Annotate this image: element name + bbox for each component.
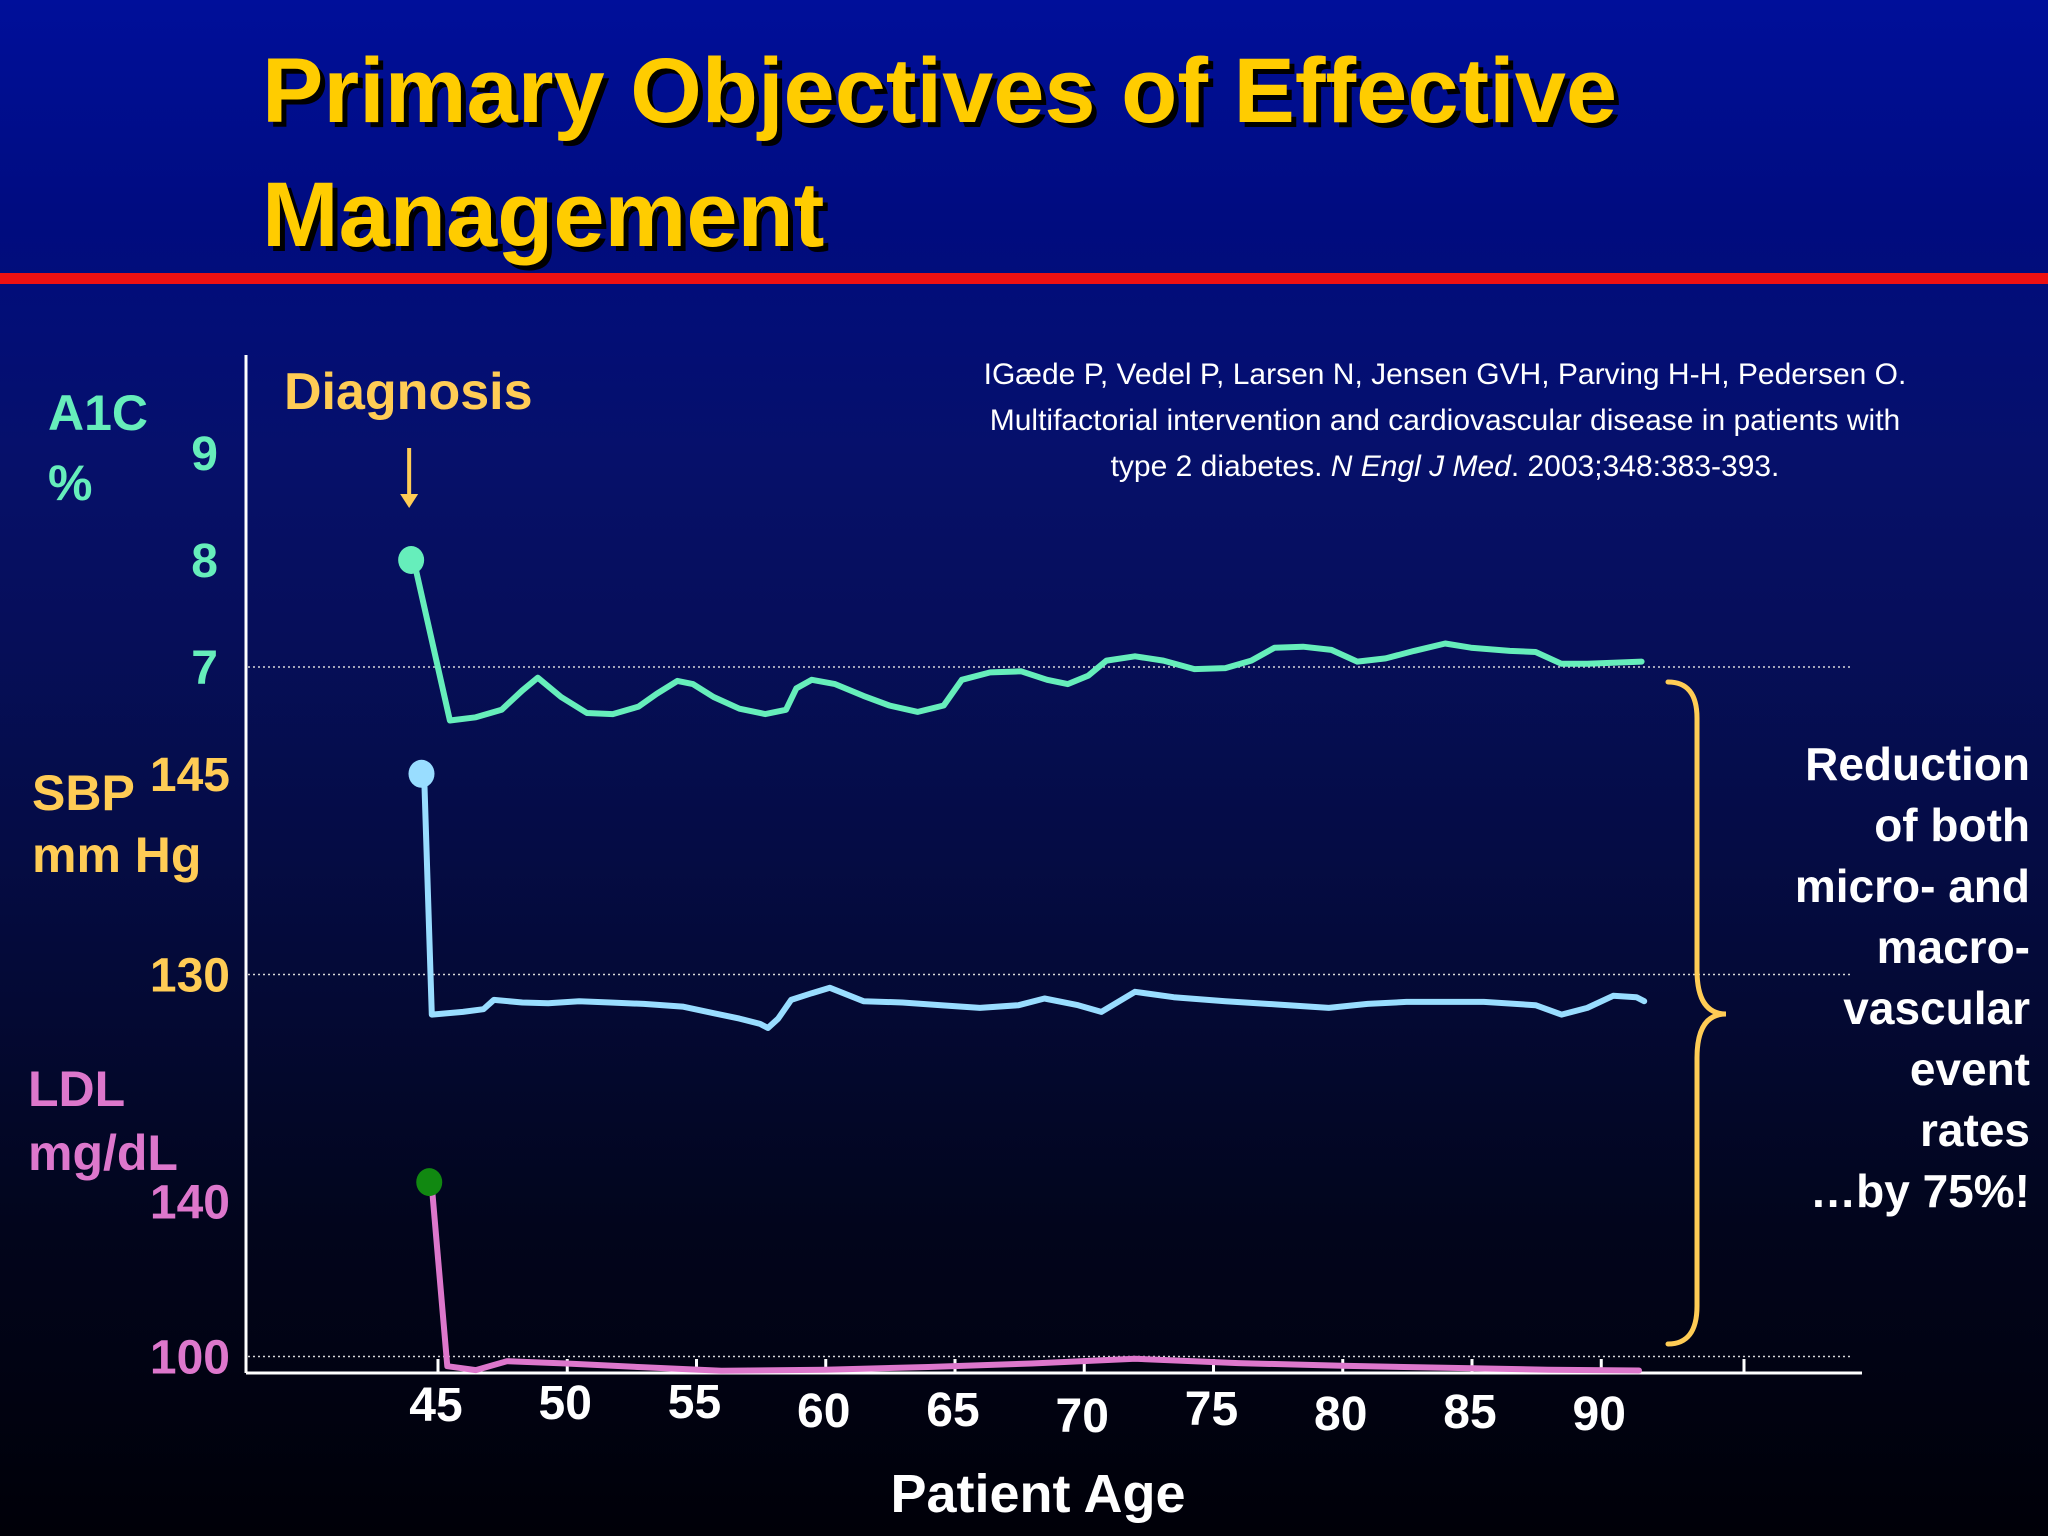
y-axis-title: % <box>48 455 92 511</box>
diagnosis-label: Diagnosis <box>284 363 533 421</box>
y-axis-title: SBP <box>32 765 135 821</box>
citation-line-2: Multifactorial intervention and cardiova… <box>989 404 1901 437</box>
series-line-sbp <box>421 770 1648 1031</box>
x-tick-label: 55 <box>668 1376 721 1429</box>
y-tick-label: 7 <box>191 642 218 695</box>
y-axis-title: mg/dL <box>28 1125 178 1181</box>
start-marker-a1c <box>398 546 425 574</box>
y-axis-title: LDL <box>28 1061 125 1117</box>
series-line-a1c <box>410 557 1645 724</box>
reduction-line: rates <box>1920 1104 2030 1156</box>
x-tick-label: 65 <box>926 1384 979 1437</box>
x-tick-label: 80 <box>1314 1388 1367 1441</box>
reduction-callout: Reduction of both micro- and macro- vasc… <box>1680 734 2030 1222</box>
start-marker-ldl <box>416 1168 443 1197</box>
start-marker-sbp <box>408 759 435 788</box>
x-tick-label: 50 <box>539 1377 592 1430</box>
citation-journal: N Engl J Med <box>1330 450 1511 483</box>
slide-title-line-1: Primary Objectives of Effective <box>262 40 1618 142</box>
diagnosis-arrow-head <box>400 494 419 508</box>
reduction-line: of both <box>1874 799 2030 851</box>
title-divider <box>0 273 2048 284</box>
y-tick-label: 8 <box>191 535 218 588</box>
y-axis-title: mm Hg <box>32 827 201 883</box>
reference-lines <box>248 666 1852 1358</box>
y-tick-label: 100 <box>150 1332 230 1385</box>
x-tick-label: 75 <box>1185 1383 1238 1436</box>
y-tick-label: 130 <box>150 949 230 1002</box>
y-tick-label: 145 <box>150 749 230 802</box>
citation: IGæde P, Vedel P, Larsen N, Jensen GVH, … <box>860 352 2030 490</box>
grouping-brace <box>1665 679 1727 1347</box>
reduction-line: micro- and <box>1794 860 2030 912</box>
y-tick-label: 140 <box>150 1177 230 1230</box>
axes <box>244 355 1862 1375</box>
slide-title-line-2: Management <box>262 164 825 266</box>
citation-text: type 2 diabetes. <box>1110 450 1331 483</box>
x-tick-label: 60 <box>797 1385 850 1438</box>
x-tick-label: 85 <box>1443 1386 1496 1439</box>
series <box>410 557 1648 1374</box>
x-tick-label: 70 <box>1056 1390 1109 1443</box>
x-axis-title: Patient Age <box>890 1464 1185 1524</box>
y-axis-title: A1C <box>48 385 148 441</box>
x-tick-label: 45 <box>409 1379 462 1432</box>
citation-volume: . 2003;348:383-393. <box>1510 450 1780 483</box>
reduction-line: macro- <box>1876 921 2030 973</box>
reduction-line: vascular <box>1843 982 2030 1034</box>
reduction-line: Reduction <box>1805 738 2030 790</box>
y-tick-label: 9 <box>191 428 218 481</box>
x-tick-label: 90 <box>1573 1388 1626 1441</box>
citation-line-1: IGæde P, Vedel P, Larsen N, Jensen GVH, … <box>983 358 1907 391</box>
x-axis-ticks: 45 50 55 60 65 70 75 80 85 90 <box>409 1359 1746 1443</box>
reduction-line: event <box>1909 1043 2030 1095</box>
reduction-line: …by 75%! <box>1810 1165 2030 1217</box>
start-markers <box>398 546 443 1197</box>
citation-line-3: type 2 diabetes. N Engl J Med. 2003;348:… <box>860 444 2030 490</box>
series-line-ldl <box>428 1183 1642 1374</box>
diagnosis-annotation: Diagnosis <box>284 363 533 508</box>
